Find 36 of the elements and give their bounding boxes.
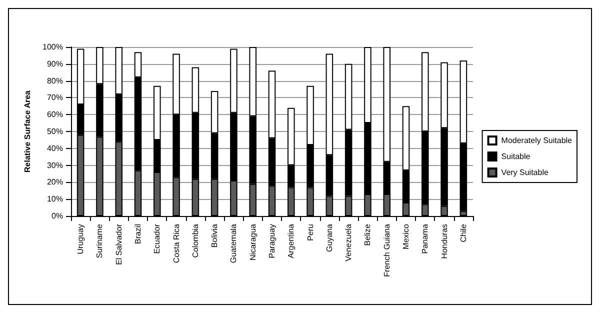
y-tick-label: 50%: [46, 127, 63, 136]
y-tick-label: 70%: [46, 93, 63, 102]
y-tick-label: 90%: [46, 59, 63, 68]
x-tick-label: Paraguay: [268, 224, 276, 258]
y-tick-label: 20%: [46, 178, 63, 187]
x-tick-label: Mexico: [402, 223, 410, 250]
x-tick-label: Brazil: [134, 224, 142, 244]
x-tick-label: Costa Rica: [172, 223, 181, 264]
x-tick-label: French Guiana: [382, 223, 392, 277]
x-tick-label: Argentina: [286, 223, 296, 258]
x-tick-label: Colombia: [190, 223, 200, 258]
x-tick-label: Suriname: [95, 223, 104, 258]
x-tick-label: Nicaragua: [248, 223, 258, 260]
x-tick-label: Panama: [420, 223, 430, 254]
legend-label: Suitable: [501, 152, 531, 161]
y-tick-label: 100%: [42, 42, 63, 52]
legend-label: Very Suitable: [501, 168, 549, 177]
y-axis-title: Relative Surface Area: [23, 90, 32, 172]
x-tick-label: Peru: [306, 224, 315, 241]
x-tick-label: Guyana: [324, 223, 334, 252]
legend-label: Moderately Suitable: [501, 136, 573, 145]
x-tick-label: Chile: [458, 223, 468, 242]
y-tick-label: 80%: [46, 76, 63, 86]
x-tick-label: Honduras: [440, 224, 449, 259]
y-tick-label: 40%: [46, 144, 63, 153]
x-tick-label: El Salvador: [114, 224, 124, 265]
y-tick-label: 30%: [46, 160, 63, 170]
x-tick-label: Bolivia: [210, 223, 220, 248]
x-tick-label: Belize: [363, 223, 372, 246]
y-tick-label: 60%: [46, 110, 63, 120]
x-tick-label: Venezuela: [344, 223, 354, 262]
y-tick-label: 10%: [46, 194, 63, 204]
x-tick-label: Guatemala: [229, 223, 238, 264]
x-tick-label: Uruguay: [76, 224, 86, 254]
y-tick-label: 0%: [51, 212, 63, 220]
x-tick-label: Ecuador: [152, 224, 162, 254]
